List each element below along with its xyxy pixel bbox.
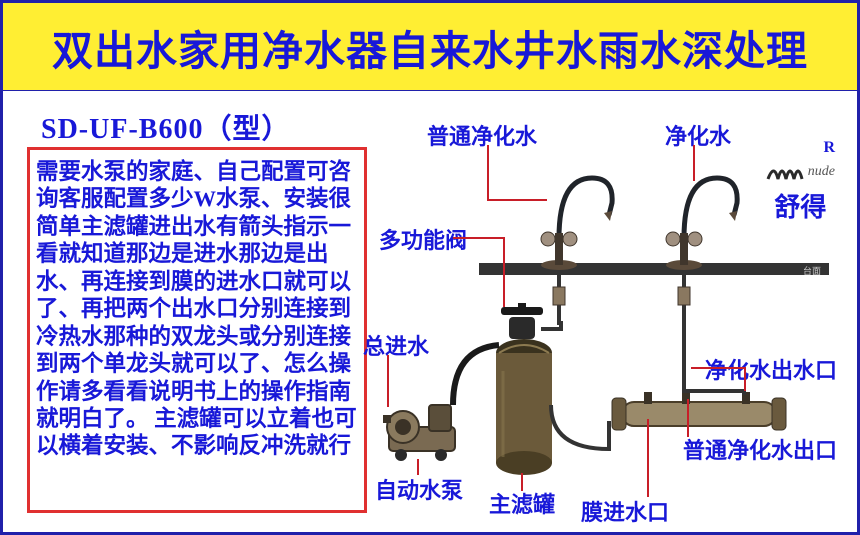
diagram-area: 台面 (379, 103, 855, 533)
pointer-line (709, 367, 745, 369)
pointer-line (487, 199, 547, 201)
purified-faucet-label: 净化水 (665, 119, 731, 151)
pointer-line (503, 237, 505, 307)
page-title: 双出水家用净水器自来水井水雨水深处理 (52, 17, 808, 77)
model-number: SD-UF-B600（型） (41, 107, 290, 147)
hose-icon (449, 339, 509, 409)
pointer-line (693, 145, 695, 181)
auto-pump-label: 自动水泵 (375, 473, 463, 505)
shelf-label: 台面 (803, 264, 821, 277)
purified-faucet-icon (659, 143, 749, 273)
pointer-line (487, 145, 489, 199)
main-tank-label: 主滤罐 (489, 487, 555, 519)
regular-faucet-icon (534, 143, 624, 273)
description-box: 需要水泵的家庭、自己配置可咨询客服配置多少W水泵、安装很简单主滤罐进出水有箭头指… (27, 147, 367, 513)
connector-icon (674, 283, 694, 313)
shelf-icon: 台面 (479, 263, 829, 275)
purified-outlet-label: 净化水出水口 (705, 353, 837, 385)
pointer-line (691, 367, 709, 369)
membrane-inlet-label: 膜进水口 (581, 495, 669, 527)
description-text: 需要水泵的家庭、自己配置可咨询客服配置多少W水泵、安装很简单主滤罐进出水有箭头指… (36, 158, 358, 460)
pointer-line (417, 459, 419, 475)
pointer-line (744, 367, 746, 391)
regular-faucet-label: 普通净化水 (427, 119, 537, 151)
title-bar: 双出水家用净水器自来水井水雨水深处理 (3, 3, 857, 91)
pointer-line (687, 399, 689, 437)
multi-valve-label: 多功能阀 (379, 223, 467, 255)
pointer-line (387, 355, 389, 407)
regular-outlet-label: 普通净化水出口 (683, 433, 837, 465)
main-inlet-label: 总进水 (363, 329, 429, 361)
pipe-icon (682, 389, 745, 393)
connector-icon (549, 283, 569, 313)
pipe-icon (539, 319, 569, 339)
pointer-line (453, 237, 503, 239)
pointer-line (521, 473, 523, 491)
pointer-line (647, 419, 649, 497)
